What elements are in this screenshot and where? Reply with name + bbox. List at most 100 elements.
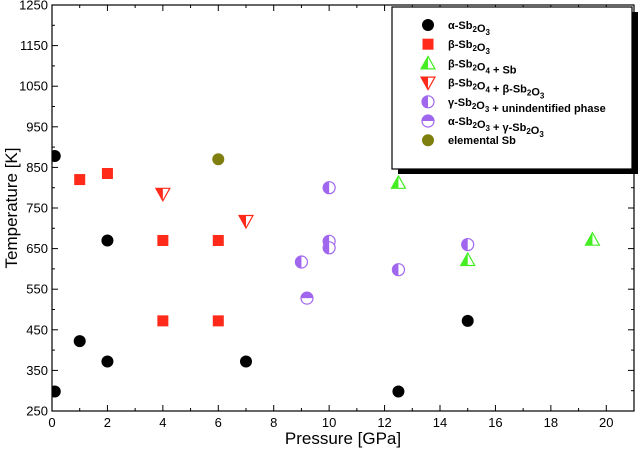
legend-marker — [422, 19, 434, 31]
data-point — [390, 174, 407, 189]
data-point — [74, 174, 86, 186]
data-point — [294, 255, 309, 269]
legend-label-part: O — [477, 42, 486, 54]
y-tick-label: 850 — [26, 160, 48, 175]
legend-label-part: 3 — [539, 130, 544, 139]
data-point — [392, 385, 405, 398]
legend-label-part: 2 — [472, 63, 477, 72]
legend-label-part: 2 — [472, 25, 477, 34]
data-point — [322, 241, 336, 255]
legend-label: α-Sb2O3 — [448, 20, 491, 37]
legend-label: β-Sb2O4 + β-Sb2O3 — [448, 78, 545, 101]
axis-ticks: 0 2 4 6 8 10 12 14 16 18 2025035045055065075085095… — [19, 0, 634, 430]
data-point — [101, 167, 113, 179]
data-point — [154, 187, 171, 203]
legend-marker — [421, 95, 435, 109]
legend-label-part: α-Sb — [448, 20, 473, 32]
legend-label-part: O — [531, 125, 540, 137]
legend-label-part: O — [476, 100, 485, 112]
y-tick-label: 650 — [26, 241, 48, 256]
data-point — [584, 231, 601, 246]
x-tick-label: 16 — [488, 415, 502, 430]
y-tick-label: 750 — [26, 201, 48, 216]
data-point — [459, 251, 476, 267]
data-point — [461, 237, 475, 252]
legend-label-part: 2 — [472, 121, 477, 130]
y-tick-label: 350 — [26, 363, 48, 378]
legend-label: γ-Sb2O3 + unindentified phase — [448, 97, 606, 115]
legend-label-part: 4 — [485, 86, 490, 95]
legend-label-part: 2 — [472, 44, 477, 53]
legend-label: β-Sb2O3 — [448, 39, 490, 56]
x-tick-label: 2 — [104, 415, 111, 430]
data-point — [157, 234, 169, 246]
legend-label-part: β-Sb — [448, 39, 473, 51]
data-point — [52, 385, 61, 398]
legend-label-part: + Sb — [490, 64, 517, 76]
data-point — [101, 234, 114, 247]
y-tick-label: 1050 — [19, 79, 48, 94]
y-axis-label: Temperature [K] — [2, 148, 21, 269]
x-tick-label: 18 — [544, 415, 558, 430]
x-tick-label: 0 — [48, 415, 55, 430]
data-point — [322, 181, 336, 195]
legend-label-part: 2 — [472, 83, 477, 92]
y-tick-label: 950 — [26, 119, 48, 134]
x-tick-label: 4 — [159, 415, 166, 430]
legend-label-part: O — [477, 61, 486, 73]
y-tick-label: 1250 — [19, 0, 48, 13]
legend-label-part: + β-Sb — [490, 84, 527, 96]
legend-label-part: 2 — [527, 89, 532, 98]
y-tick-label: 250 — [26, 404, 48, 419]
legend-label-part: elemental Sb — [448, 135, 516, 147]
x-tick-label: 6 — [215, 415, 222, 430]
legend-label: α-Sb2O3 + γ-Sb2O3 — [448, 116, 544, 139]
legend-marker — [422, 38, 434, 50]
legend-label-part: 3 — [485, 105, 490, 114]
legend-label-part: 3 — [486, 124, 491, 133]
data-point — [391, 263, 406, 277]
legend-label-part: 2 — [526, 127, 531, 136]
legend-marker — [419, 55, 437, 70]
data-point — [461, 314, 474, 327]
legend-label-part: α-Sb — [448, 116, 473, 128]
x-tick-label: 14 — [433, 415, 447, 430]
x-tick-label: 12 — [377, 415, 391, 430]
data-points — [52, 150, 601, 398]
legend-label-part: 2 — [472, 102, 477, 111]
x-tick-label: 8 — [270, 415, 277, 430]
legend-label-part: γ-Sb — [448, 97, 472, 109]
data-point — [237, 214, 255, 230]
legend-label: β-Sb2O4 + Sb — [448, 58, 517, 76]
data-point — [300, 291, 314, 305]
legend-label-part: β-Sb — [448, 58, 473, 70]
plot-frame — [51, 4, 635, 412]
legend-label-part: + unindentified phase — [489, 103, 605, 115]
x-axis-label: Pressure [GPa] — [285, 429, 401, 448]
y-tick-label: 1150 — [20, 38, 48, 53]
legend-label-part: + γ-Sb — [490, 122, 527, 134]
legend-label-part: 3 — [486, 28, 491, 37]
legend-label: elemental Sb — [448, 135, 516, 147]
data-point — [240, 355, 252, 368]
y-tick-label: 550 — [26, 282, 48, 297]
y-tick-label: 450 — [26, 322, 48, 337]
data-point — [73, 335, 86, 348]
data-point — [52, 150, 61, 163]
data-point — [212, 153, 225, 166]
legend-label-part: β-Sb — [448, 78, 473, 90]
legend-label-part: 3 — [540, 92, 545, 101]
legend-label-part: O — [477, 81, 486, 93]
legend-label-part: 4 — [485, 66, 490, 75]
x-tick-label: 20 — [599, 415, 613, 430]
legend-marker — [419, 76, 437, 91]
legend-label-part: O — [477, 23, 486, 35]
data-point — [101, 355, 114, 368]
legend-label-part: 3 — [485, 47, 490, 56]
data-point — [157, 315, 169, 327]
legend-label-part: O — [477, 119, 486, 131]
data-point — [212, 234, 224, 246]
